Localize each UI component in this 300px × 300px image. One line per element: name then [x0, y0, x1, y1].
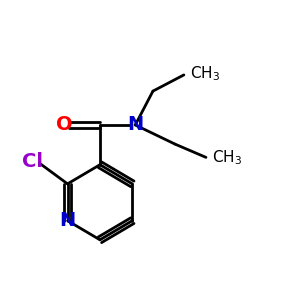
Text: Cl: Cl [22, 152, 43, 171]
Text: CH$_3$: CH$_3$ [212, 148, 242, 167]
Text: CH$_3$: CH$_3$ [190, 64, 220, 83]
Text: N: N [59, 211, 76, 230]
Text: N: N [127, 116, 143, 134]
Text: O: O [56, 116, 73, 134]
